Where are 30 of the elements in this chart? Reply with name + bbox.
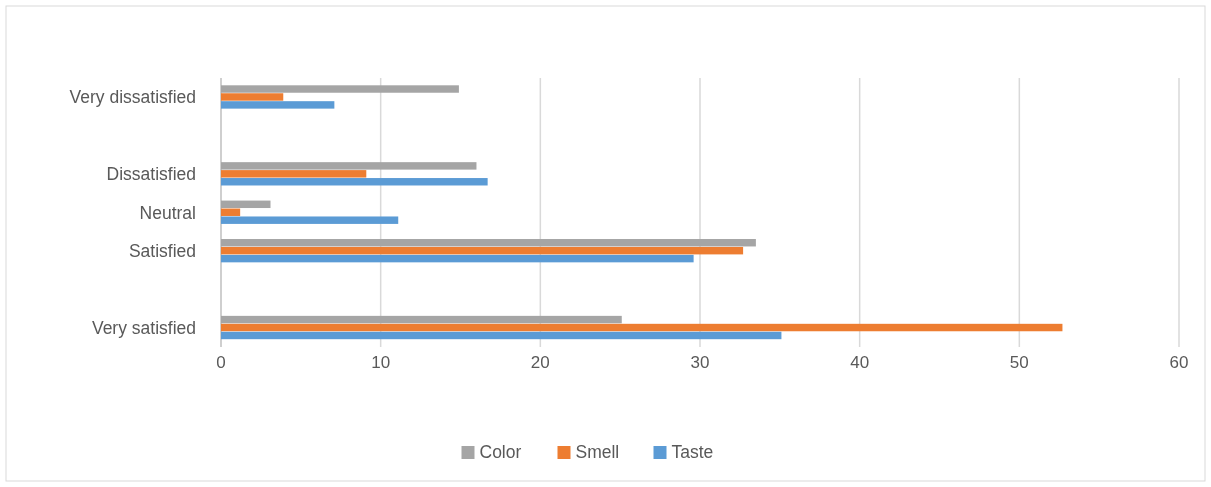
bar — [221, 178, 488, 186]
x-tick-label: 40 — [850, 353, 870, 372]
bar — [221, 315, 622, 324]
bar — [221, 200, 271, 209]
x-tick-label: 10 — [371, 353, 391, 372]
bar — [221, 93, 284, 101]
y-tick-label: Dissatisfied — [106, 164, 196, 185]
x-tick-label: 30 — [690, 353, 710, 372]
bar — [221, 254, 694, 263]
bar — [221, 208, 241, 216]
legend-label: Smell — [575, 442, 620, 462]
y-tick-label: Neutral — [139, 202, 196, 223]
bar — [221, 216, 399, 224]
legend-label: Taste — [671, 442, 714, 462]
bar — [221, 239, 756, 247]
x-tick-label: 20 — [530, 353, 550, 372]
y-tick-label: Very satisfied — [91, 317, 196, 338]
bar — [221, 170, 367, 178]
x-tick-label: 0 — [216, 353, 226, 372]
bar — [221, 85, 459, 93]
bar — [221, 331, 782, 340]
bar — [221, 101, 335, 109]
bar — [221, 246, 744, 255]
bar — [221, 323, 1063, 332]
x-tick-label: 60 — [1169, 353, 1189, 372]
legend-label: Color — [479, 442, 522, 462]
bar — [221, 162, 477, 170]
y-tick-label: Very dissatisfied — [69, 87, 196, 108]
y-tick-label: Satisfied — [128, 241, 196, 262]
x-tick-label: 50 — [1009, 353, 1029, 372]
